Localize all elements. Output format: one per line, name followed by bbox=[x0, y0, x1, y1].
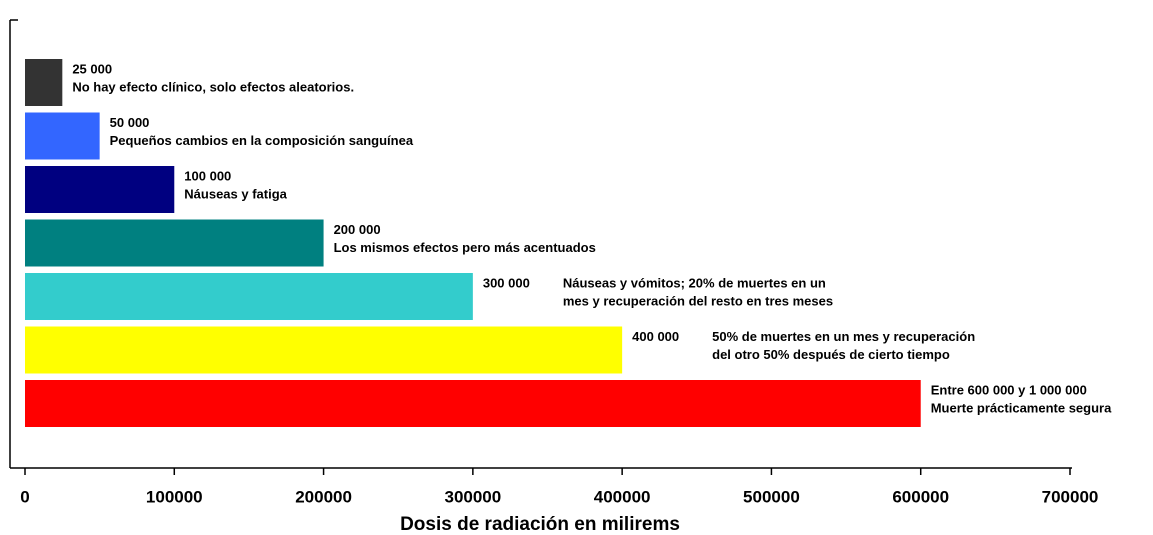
x-tick-label: 700000 bbox=[1042, 487, 1099, 506]
bar bbox=[25, 166, 175, 213]
value-label: 300 000 bbox=[483, 275, 530, 290]
x-tick-label: 300000 bbox=[444, 487, 501, 506]
description: del otro 50% después de cierto tiempo bbox=[712, 347, 950, 362]
value-label: Entre 600 000 y 1 000 000 bbox=[931, 382, 1087, 397]
bar bbox=[25, 380, 921, 427]
description: Los mismos efectos pero más acentuados bbox=[334, 240, 596, 255]
bar bbox=[25, 59, 63, 106]
x-tick-label: 400000 bbox=[594, 487, 651, 506]
x-tick-label: 600000 bbox=[892, 487, 949, 506]
x-tick-label: 0 bbox=[20, 487, 29, 506]
value-label: 25 000 bbox=[72, 61, 112, 76]
description: No hay efecto clínico, solo efectos alea… bbox=[72, 79, 354, 94]
value-label: 400 000 bbox=[632, 329, 679, 344]
description: Muerte prácticamente segura bbox=[931, 400, 1112, 415]
description: 50% de muertes en un mes y recuperación bbox=[712, 329, 975, 344]
description: Pequeños cambios en la composición sangu… bbox=[110, 133, 414, 148]
description: mes y recuperación del resto en tres mes… bbox=[563, 293, 833, 308]
description: Náuseas y fatiga bbox=[184, 186, 287, 201]
bar bbox=[25, 326, 623, 374]
value-label: 50 000 bbox=[110, 115, 150, 130]
x-axis-title: Dosis de radiación en milirems bbox=[400, 514, 680, 535]
x-tick-label: 100000 bbox=[146, 487, 203, 506]
value-label: 200 000 bbox=[334, 222, 381, 237]
bar bbox=[25, 112, 100, 160]
description: Náuseas y vómitos; 20% de muertes en un bbox=[563, 275, 826, 290]
bar bbox=[25, 219, 324, 267]
value-label: 100 000 bbox=[184, 168, 231, 183]
x-tick-label: 500000 bbox=[743, 487, 800, 506]
x-tick-label: 200000 bbox=[295, 487, 352, 506]
bar bbox=[25, 273, 473, 320]
